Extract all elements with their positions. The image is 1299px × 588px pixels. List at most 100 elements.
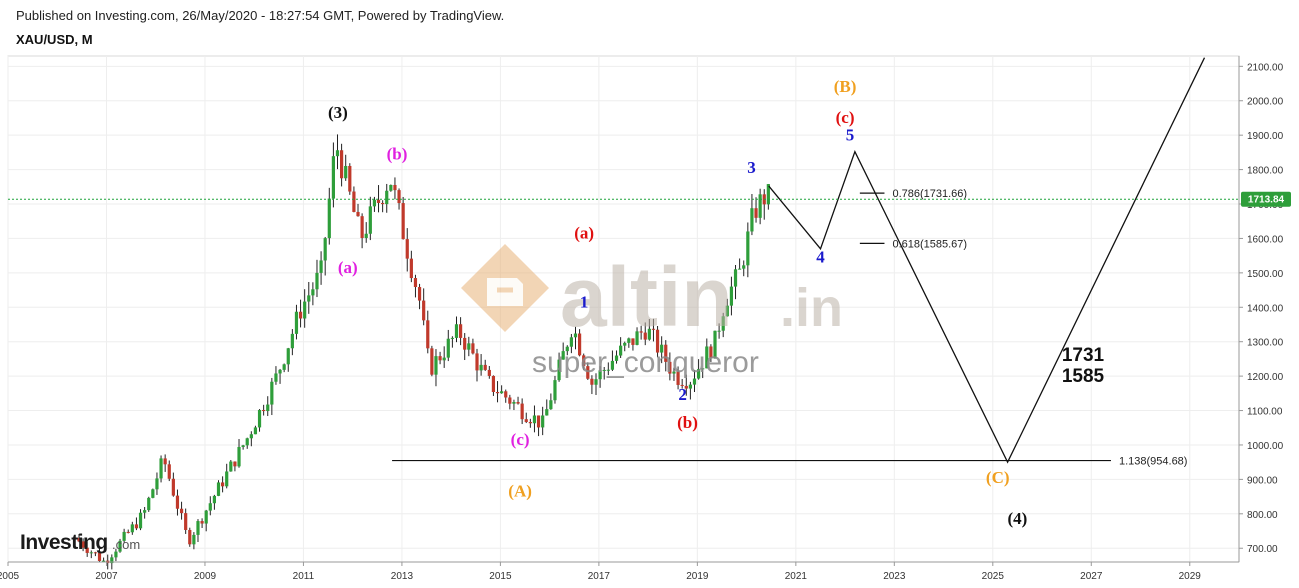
candle-body (426, 320, 430, 349)
x-tick-label: 2007 (95, 571, 118, 582)
x-tick-label: 2019 (686, 571, 709, 582)
candle-body (409, 258, 413, 279)
candle-body (606, 369, 610, 371)
wave-label: (c) (511, 430, 530, 449)
candle-body (413, 278, 418, 288)
author-watermark: super_conqueror (532, 346, 759, 379)
candle-body (590, 378, 594, 385)
candle-body (167, 464, 171, 479)
candle-body (171, 478, 175, 496)
candle-body (717, 330, 721, 332)
candle-body (344, 165, 348, 179)
candle-body (598, 370, 602, 380)
candle-body (331, 156, 335, 199)
candle-body (204, 510, 208, 524)
candle-body (212, 495, 216, 504)
y-tick-label: 1900.00 (1247, 131, 1284, 142)
symbol-title[interactable]: XAU/USD, M (16, 32, 93, 47)
candle-body (89, 552, 93, 554)
published-note: Published on Investing.com, 26/May/2020 … (16, 8, 505, 23)
candle-body (397, 190, 401, 204)
wave-label: (A) (508, 482, 532, 501)
wave-label: 5 (846, 125, 855, 144)
candle-body (660, 344, 664, 353)
candle-body (393, 184, 397, 191)
candle-body (270, 381, 274, 405)
candle-body (159, 458, 163, 479)
candle-body (614, 355, 619, 361)
x-tick-label: 2015 (489, 571, 512, 582)
candle-body (651, 328, 656, 330)
wave-label: (3) (328, 103, 348, 122)
y-tick-label: 1600.00 (1247, 234, 1284, 245)
candle-body (237, 446, 241, 467)
candle-body (253, 427, 258, 435)
candle-body (303, 301, 307, 319)
wave-label: 3 (747, 158, 756, 177)
candle-body (495, 391, 500, 394)
candle-body (664, 344, 668, 362)
candle-body (352, 191, 356, 212)
candle-body (93, 552, 98, 554)
x-tick-label: 2017 (588, 571, 611, 582)
x-tick-label: 2011 (293, 571, 315, 582)
x-tick-label: 2027 (1080, 571, 1103, 582)
candle-body (766, 184, 770, 205)
x-axis: 2005 2007 2009 2011 2013 2015 2017 2019 2021 2023… (0, 561, 1239, 582)
x-tick-label: 2005 (0, 571, 20, 582)
candle-body (311, 289, 315, 296)
candle-body (458, 324, 463, 338)
candle-body (631, 338, 635, 345)
candle-body (594, 379, 598, 385)
grid (7, 56, 1239, 562)
candle-body (385, 190, 389, 205)
candle-body (274, 373, 278, 382)
annotation-1731: 1731 (1062, 345, 1105, 366)
candle-body (188, 529, 192, 545)
candle-body (627, 338, 631, 343)
candle-body (401, 203, 405, 240)
candle-body (102, 560, 106, 562)
candle-body (143, 510, 147, 513)
y-tick-label: 1200.00 (1247, 372, 1284, 383)
wave-label: (a) (338, 258, 358, 277)
candle-body (573, 333, 578, 338)
candle-body (524, 419, 528, 422)
candle-body (282, 364, 286, 370)
x-tick-label: 2025 (982, 571, 1005, 582)
candle-body (758, 194, 762, 218)
candle-body (516, 402, 520, 404)
candle-body (348, 165, 352, 192)
y-tick-label: 2000.00 (1247, 97, 1284, 108)
candle-body (179, 508, 184, 514)
candle-body (298, 311, 303, 319)
candle-body (319, 260, 323, 273)
candle-body (705, 346, 709, 369)
candle-body (754, 208, 758, 218)
investing-logo[interactable]: Investing .com (20, 531, 140, 554)
y-axis: 2100.002000.001900.001800.001700.001600.… (1238, 56, 1284, 562)
candle-body (528, 421, 532, 424)
candle-body (364, 233, 368, 239)
candle-body (196, 521, 200, 535)
candle-body (335, 150, 340, 157)
candle-body (491, 375, 496, 392)
candle-body (553, 380, 557, 401)
candle-body (549, 400, 553, 410)
candle-body (672, 371, 676, 374)
wave-label: (b) (677, 413, 698, 432)
candle-body (750, 208, 754, 232)
candle-body (623, 342, 627, 346)
candle-body (340, 150, 344, 179)
candle-body (175, 495, 180, 509)
investing-logo-text: Investing (20, 531, 108, 554)
wave-labels: (3) (b) (a) (c) (a) (b) (c) 1 2 3 4 5 (A) (B) (C) (4) (328, 77, 1027, 528)
wave-label: (c) (836, 108, 855, 127)
candle-body (721, 316, 725, 331)
y-tick-label: 1400.00 (1247, 303, 1284, 314)
candle-body (245, 438, 249, 446)
candle-body (225, 471, 229, 487)
candle-body (262, 409, 266, 412)
candle-body (709, 346, 713, 359)
